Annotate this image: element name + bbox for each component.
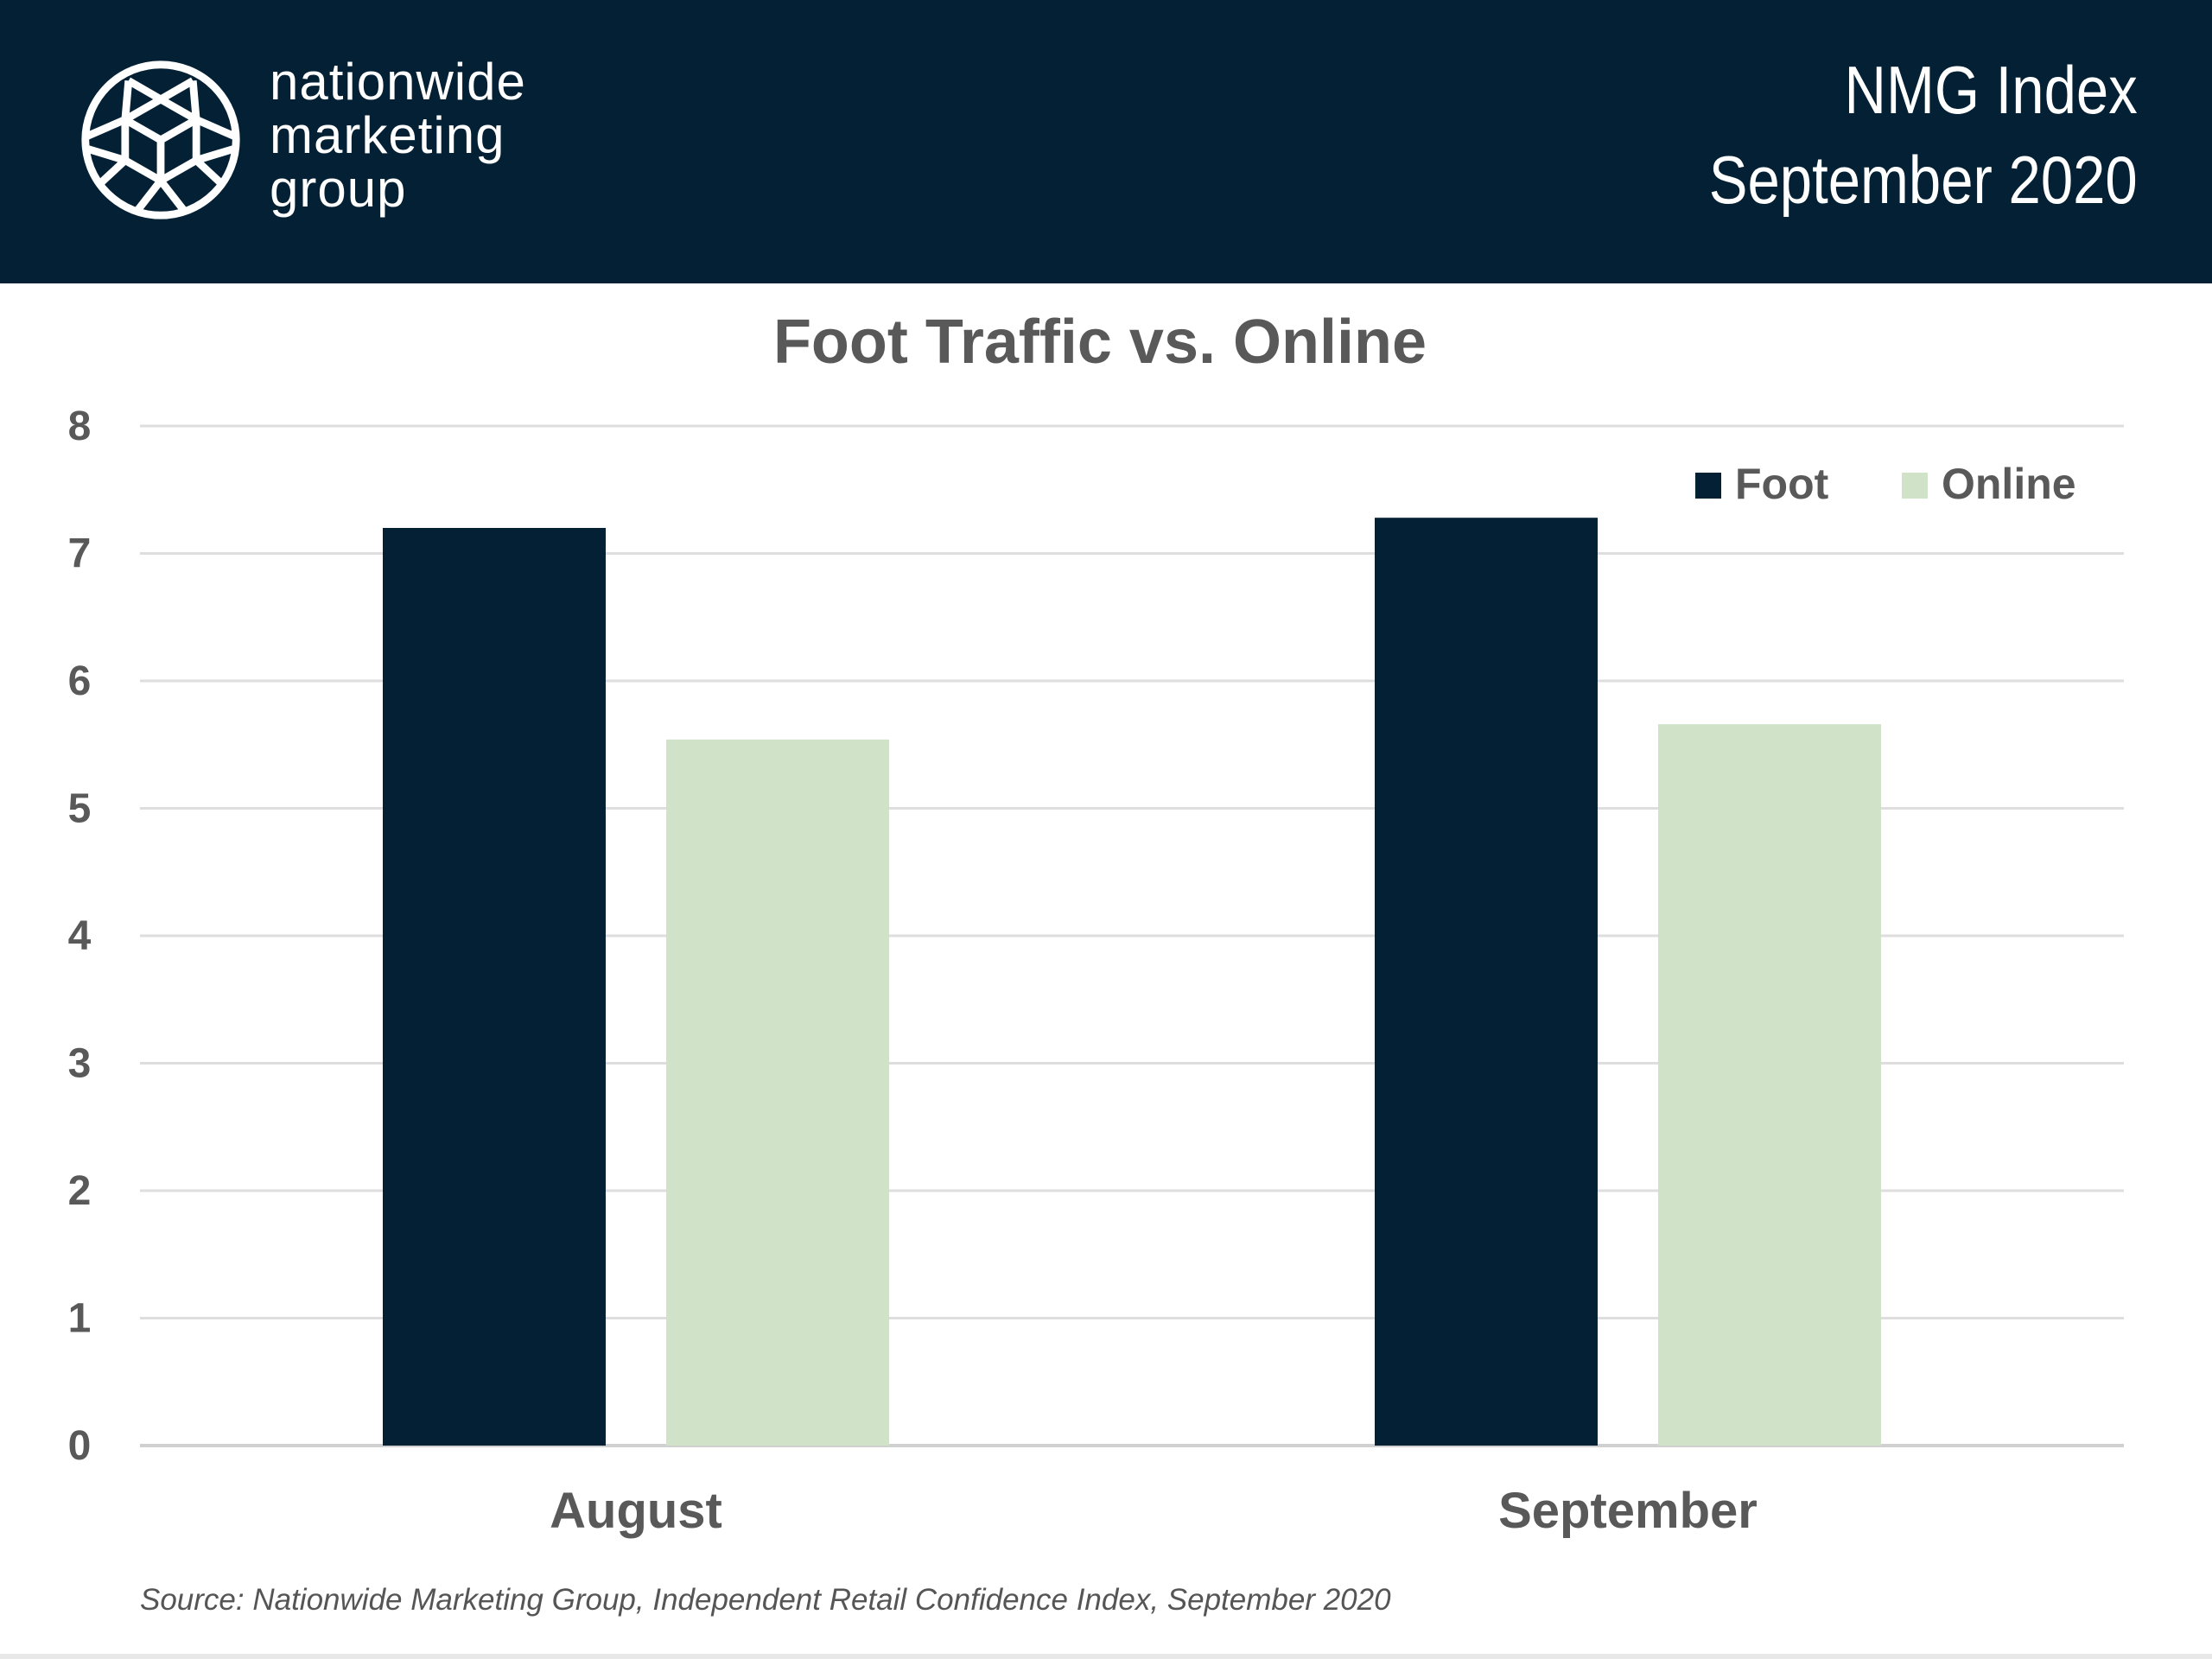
source-note: Source: Nationwide Marketing Group, Inde… xyxy=(140,1583,1391,1617)
logo-line-1: nationwide xyxy=(270,53,526,111)
bar-online-august xyxy=(666,739,889,1446)
bottom-divider xyxy=(0,1654,2212,1659)
legend-swatch-foot xyxy=(1695,473,1721,499)
chart-area: Foot Traffic vs. Online 0 1 2 3 4 5 6 7 8 August… xyxy=(0,283,2212,1659)
report-title-line-2: September 2020 xyxy=(1708,142,2138,218)
x-axis-labels: August September xyxy=(550,1483,1758,1539)
y-tick-label: 2 xyxy=(68,1168,92,1214)
header-banner: nationwide marketing group NMG Index Sep… xyxy=(0,0,2212,283)
legend: Foot Online xyxy=(1695,460,2076,508)
bars xyxy=(383,518,1881,1446)
geodesic-sphere-icon xyxy=(81,60,240,219)
y-tick-label: 7 xyxy=(68,531,92,577)
y-tick-label: 1 xyxy=(68,1296,92,1342)
logo-line-2: marketing xyxy=(270,106,505,164)
y-tick-label: 8 xyxy=(68,404,92,449)
logo-wordmark: nationwide marketing group xyxy=(270,55,526,216)
legend-label-foot: Foot xyxy=(1735,460,1829,508)
logo-line-3: group xyxy=(270,160,407,218)
y-tick-label: 0 xyxy=(68,1423,92,1469)
x-category-label: August xyxy=(550,1483,722,1539)
y-tick-label: 3 xyxy=(68,1041,92,1087)
report-title: NMG Index September 2020 xyxy=(1709,45,2138,225)
y-axis-ticks: 0 1 2 3 4 5 6 7 8 xyxy=(68,404,92,1469)
y-tick-label: 6 xyxy=(68,658,92,704)
x-category-label: September xyxy=(1498,1483,1758,1539)
legend-label-online: Online xyxy=(1942,460,2076,508)
chart-title: Foot Traffic vs. Online xyxy=(773,308,1427,377)
bar-online-september xyxy=(1658,724,1881,1446)
y-tick-label: 5 xyxy=(68,786,92,832)
report-title-line-1: NMG Index xyxy=(1844,52,2138,128)
bar-chart: Foot Traffic vs. Online 0 1 2 3 4 5 6 7 8 August… xyxy=(68,308,2124,1539)
bar-foot-august xyxy=(383,528,606,1446)
legend-swatch-online xyxy=(1902,473,1928,499)
y-tick-label: 4 xyxy=(68,913,92,959)
bar-foot-september xyxy=(1375,518,1598,1446)
